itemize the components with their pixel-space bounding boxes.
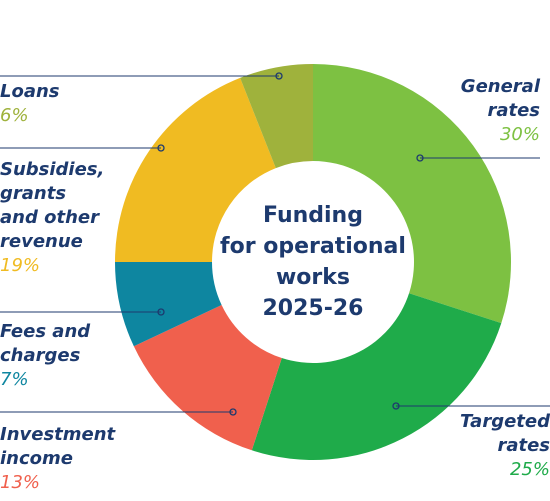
category-label: Subsidies, grants and other revenue — [0, 159, 105, 252]
leader-dot — [229, 408, 237, 416]
label: Targeted rates 25% — [460, 410, 550, 482]
leader-dot — [416, 154, 424, 162]
leader-dot — [157, 144, 165, 152]
donut-segment — [251, 293, 502, 460]
chart-title: Funding for operational works 2025-26 — [220, 203, 406, 321]
leader-dot — [275, 72, 283, 80]
donut-segment — [313, 64, 511, 324]
category-label: Loans — [0, 81, 60, 102]
donut-segment — [115, 77, 276, 262]
label: Investment income 13% — [0, 423, 115, 495]
label: Loans 6% — [0, 80, 60, 128]
label: Fees and charges 7% — [0, 320, 90, 392]
value-label: 19% — [0, 255, 41, 276]
donut-segment — [133, 305, 282, 451]
value-label: 6% — [0, 105, 29, 126]
category-label: General rates — [460, 76, 540, 121]
value-label: 7% — [0, 369, 29, 390]
category-label: Investment income — [0, 424, 116, 469]
leader-dot — [157, 308, 165, 316]
value-label: 30% — [499, 124, 540, 145]
label: Subsidies, grants and other revenue 19% — [0, 158, 104, 278]
category-label: Fees and charges — [0, 321, 91, 366]
leader-dot — [392, 402, 400, 410]
donut-segment — [115, 262, 222, 347]
value-label: 13% — [0, 472, 41, 493]
donut-segment — [240, 64, 313, 169]
category-label: Targeted rates — [460, 411, 550, 456]
label: General rates 30% — [461, 75, 540, 147]
value-label: 25% — [509, 459, 550, 480]
